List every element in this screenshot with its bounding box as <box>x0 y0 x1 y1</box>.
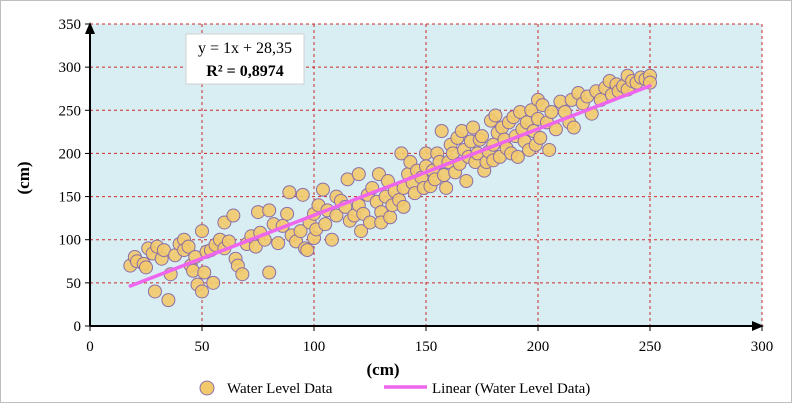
data-point <box>161 293 176 308</box>
data-point <box>396 199 411 214</box>
data-point <box>439 180 454 195</box>
r-squared-label: R² = 0,8974 <box>206 63 283 80</box>
equation-box-background <box>185 33 305 85</box>
data-point <box>488 108 503 123</box>
y-axis-arrow <box>85 22 95 34</box>
legend: Water Level Data Linear (Water Level Dat… <box>199 380 590 397</box>
data-point <box>354 224 369 239</box>
data-point <box>544 105 559 120</box>
x-tick-label: 50 <box>195 339 210 355</box>
data-point <box>383 210 398 225</box>
data-point <box>318 217 333 232</box>
y-axis-title: (cm) <box>14 161 33 194</box>
axes <box>85 22 764 331</box>
y-tick-label: 100 <box>59 233 82 249</box>
data-point <box>147 284 162 299</box>
x-tick-label: 100 <box>303 339 326 355</box>
legend-label-water-level: Water Level Data <box>227 381 333 397</box>
y-tick-label: 50 <box>66 276 81 292</box>
data-point <box>434 123 449 138</box>
data-point <box>351 167 366 182</box>
data-point <box>262 203 277 218</box>
x-tick-label: 0 <box>86 339 94 355</box>
data-point <box>197 265 212 280</box>
data-point <box>324 232 339 247</box>
data-point <box>235 267 250 282</box>
y-tick-label: 0 <box>74 319 82 335</box>
x-axis-arrow <box>752 321 764 331</box>
data-point <box>226 208 241 223</box>
data-point <box>459 174 474 189</box>
legend-marker-water-level <box>199 380 215 396</box>
data-point <box>315 182 330 197</box>
data-points <box>123 68 657 308</box>
data-point <box>295 187 310 202</box>
data-point <box>566 120 581 135</box>
data-point <box>181 239 196 254</box>
data-point <box>195 224 209 239</box>
data-point <box>510 149 525 164</box>
data-point <box>542 142 557 157</box>
data-point <box>262 265 277 280</box>
trendline-equation: y = 1x + 28,35 <box>198 40 292 57</box>
data-point <box>195 284 209 299</box>
y-tick-label: 250 <box>59 103 82 119</box>
y-tick-label: 200 <box>59 146 82 162</box>
data-point <box>293 224 308 239</box>
tick-labels: 0 50 100 150 200 250 300 0 50 100 150 200 250 300 350 <box>59 17 774 355</box>
data-point <box>466 120 481 135</box>
x-tick-label: 300 <box>751 339 774 355</box>
data-point <box>329 208 344 223</box>
trendline-layer <box>128 84 652 288</box>
y-tick-label: 150 <box>59 190 82 206</box>
x-tick-label: 150 <box>415 339 438 355</box>
x-tick-label: 200 <box>527 339 550 355</box>
data-point <box>139 260 153 275</box>
y-tick-label: 300 <box>59 60 82 76</box>
data-point <box>271 236 286 251</box>
y-tick-label: 350 <box>59 17 82 33</box>
data-point <box>300 243 315 258</box>
data-point <box>282 185 297 200</box>
x-tick-label: 250 <box>639 339 662 355</box>
data-point <box>475 129 489 144</box>
linear-trendline <box>128 84 652 288</box>
x-axis-title: (cm) <box>366 360 399 379</box>
legend-label-linear: Linear (Water Level Data) <box>432 381 590 397</box>
equation-box: y = 1x + 28,35 R² = 0,8974 <box>185 33 305 85</box>
data-point <box>394 146 409 161</box>
data-point <box>533 130 548 145</box>
data-point <box>280 206 295 221</box>
data-point <box>206 275 221 290</box>
